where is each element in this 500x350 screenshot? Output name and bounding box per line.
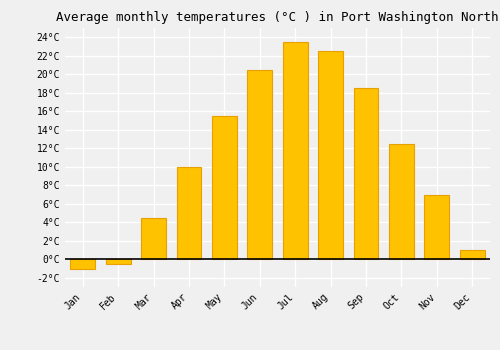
Bar [318, 51, 343, 259]
Bar [354, 88, 378, 259]
Bar [70, 259, 95, 268]
Bar [176, 167, 202, 259]
Bar [141, 218, 166, 259]
Bar [389, 144, 414, 259]
Title: Average monthly temperatures (°C ) in Port Washington North: Average monthly temperatures (°C ) in Po… [56, 11, 499, 24]
Bar [424, 195, 450, 259]
Bar [460, 250, 484, 259]
Bar [283, 42, 308, 259]
Bar [212, 116, 237, 259]
Bar [106, 259, 130, 264]
Bar [248, 70, 272, 259]
